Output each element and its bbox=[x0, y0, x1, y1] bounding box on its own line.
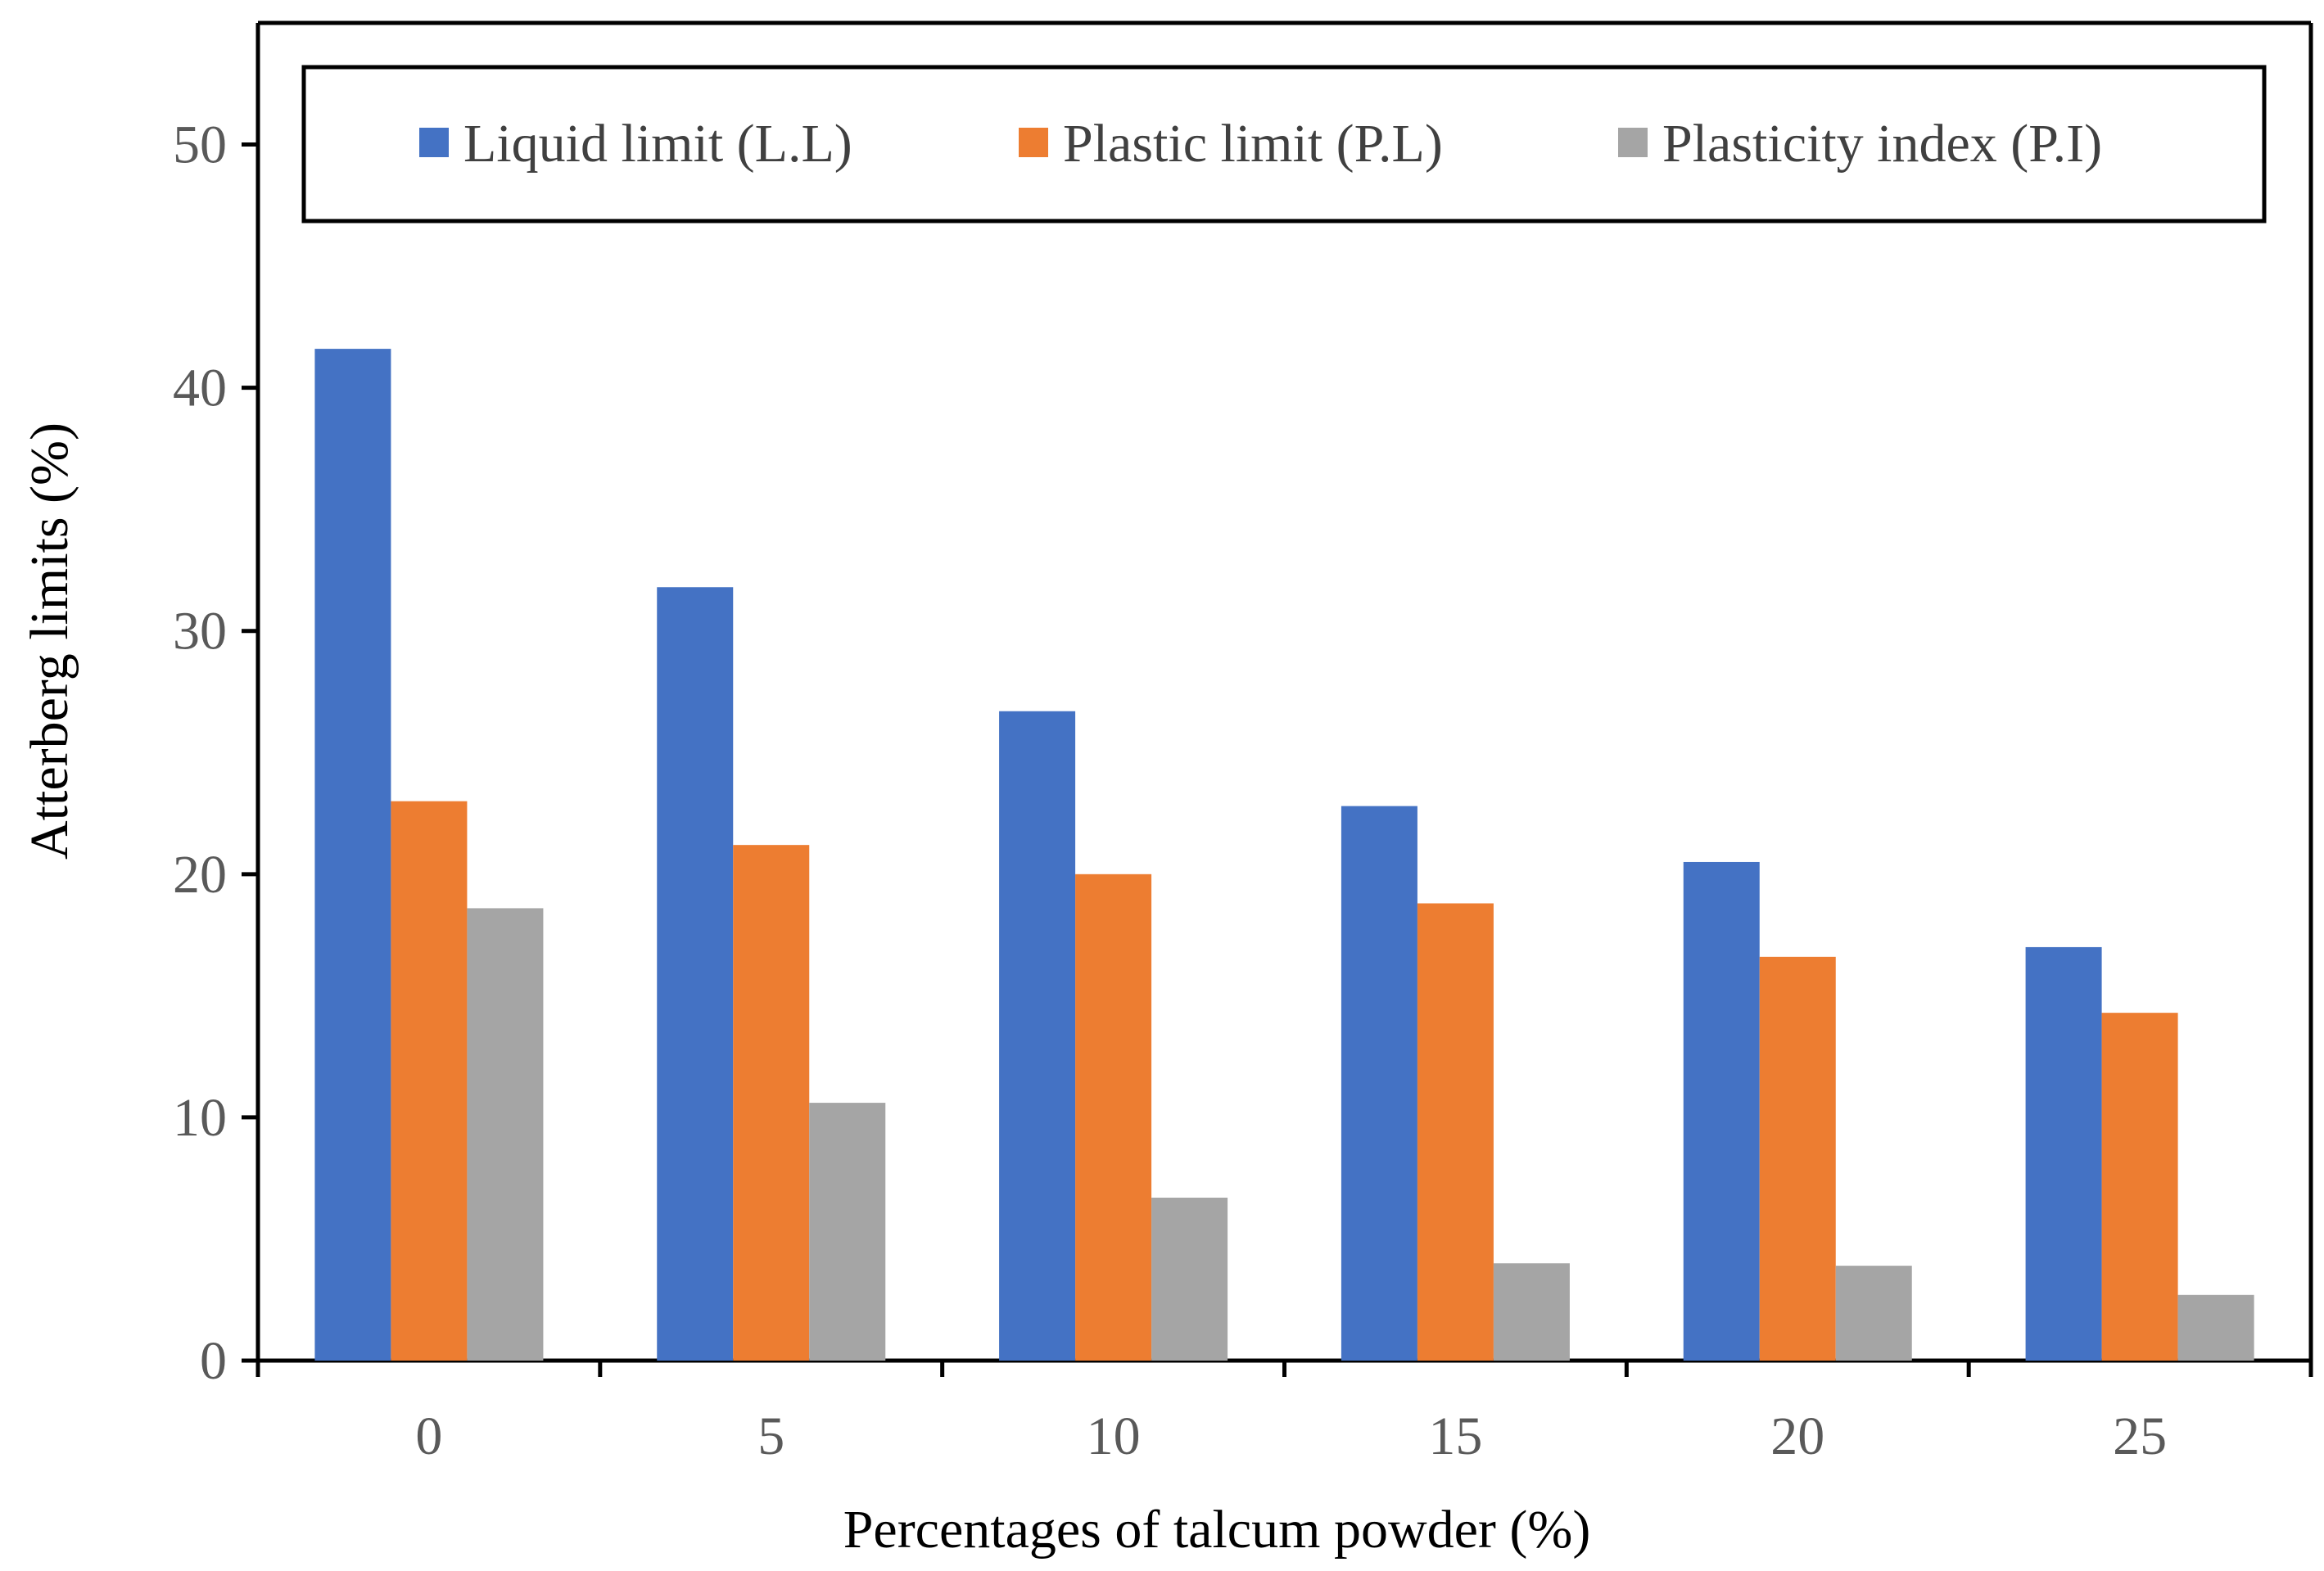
x-tick-label: 5 bbox=[757, 1406, 784, 1466]
bar-plasticity-index-15 bbox=[1493, 1263, 1570, 1361]
bar-liquid-limit-0 bbox=[314, 349, 391, 1361]
legend: Liquid limit (L.L) Plastic limit (P.L) P… bbox=[301, 65, 2267, 223]
legend-swatch-plastic-limit bbox=[1019, 128, 1048, 157]
x-tick-label: 20 bbox=[1770, 1406, 1824, 1466]
legend-label-plastic-limit: Plastic limit (P.L) bbox=[1063, 114, 1443, 174]
x-tick-label: 0 bbox=[415, 1406, 442, 1466]
bar-plastic-limit-25 bbox=[2101, 1013, 2178, 1361]
y-tick-label: 10 bbox=[173, 1088, 227, 1148]
bar-liquid-limit-15 bbox=[1341, 806, 1417, 1361]
axes-frame bbox=[255, 20, 2313, 1363]
bar-plasticity-index-25 bbox=[2177, 1294, 2254, 1361]
bar-plastic-limit-10 bbox=[1075, 874, 1152, 1361]
bar-plasticity-index-10 bbox=[1151, 1197, 1228, 1361]
bar-plastic-limit-5 bbox=[733, 845, 810, 1361]
x-tick-label: 25 bbox=[2113, 1406, 2167, 1466]
legend-box bbox=[301, 65, 2267, 223]
y-tick-label: 20 bbox=[173, 845, 227, 905]
y-axis-title: Atterberg limits (%) bbox=[20, 422, 79, 860]
legend-label-liquid-limit: Liquid limit (L.L) bbox=[463, 114, 852, 174]
y-tick-label: 30 bbox=[173, 602, 227, 661]
bar-liquid-limit-25 bbox=[2025, 946, 2102, 1361]
bar-plastic-limit-15 bbox=[1417, 903, 1494, 1361]
x-axis-title: Percentages of talcum powder (%) bbox=[843, 1500, 1591, 1560]
bar-liquid-limit-20 bbox=[1683, 861, 1760, 1361]
x-tick-label: 10 bbox=[1087, 1406, 1141, 1466]
x-axis-ticks: 0 5 10 15 20 25 bbox=[255, 1361, 2313, 1466]
bar-plasticity-index-0 bbox=[467, 908, 544, 1361]
bar-series-group bbox=[314, 349, 2254, 1361]
bar-plastic-limit-0 bbox=[391, 801, 468, 1361]
bar-liquid-limit-5 bbox=[657, 587, 734, 1361]
y-tick-label: 50 bbox=[173, 115, 227, 175]
bar-liquid-limit-10 bbox=[999, 711, 1076, 1361]
x-tick-label: 15 bbox=[1428, 1406, 1482, 1466]
legend-swatch-liquid-limit bbox=[419, 128, 449, 157]
legend-label-plasticity-index: Plasticity index (P.I) bbox=[1662, 114, 2102, 174]
legend-swatch-plasticity-index bbox=[1618, 128, 1648, 157]
y-tick-label: 0 bbox=[200, 1331, 227, 1391]
bar-plasticity-index-5 bbox=[809, 1103, 886, 1361]
y-axis-ticks: 0 10 20 30 40 50 bbox=[173, 115, 258, 1391]
bar-plasticity-index-20 bbox=[1835, 1266, 1912, 1361]
y-tick-label: 40 bbox=[173, 359, 227, 418]
bar-plastic-limit-20 bbox=[1759, 956, 1836, 1361]
